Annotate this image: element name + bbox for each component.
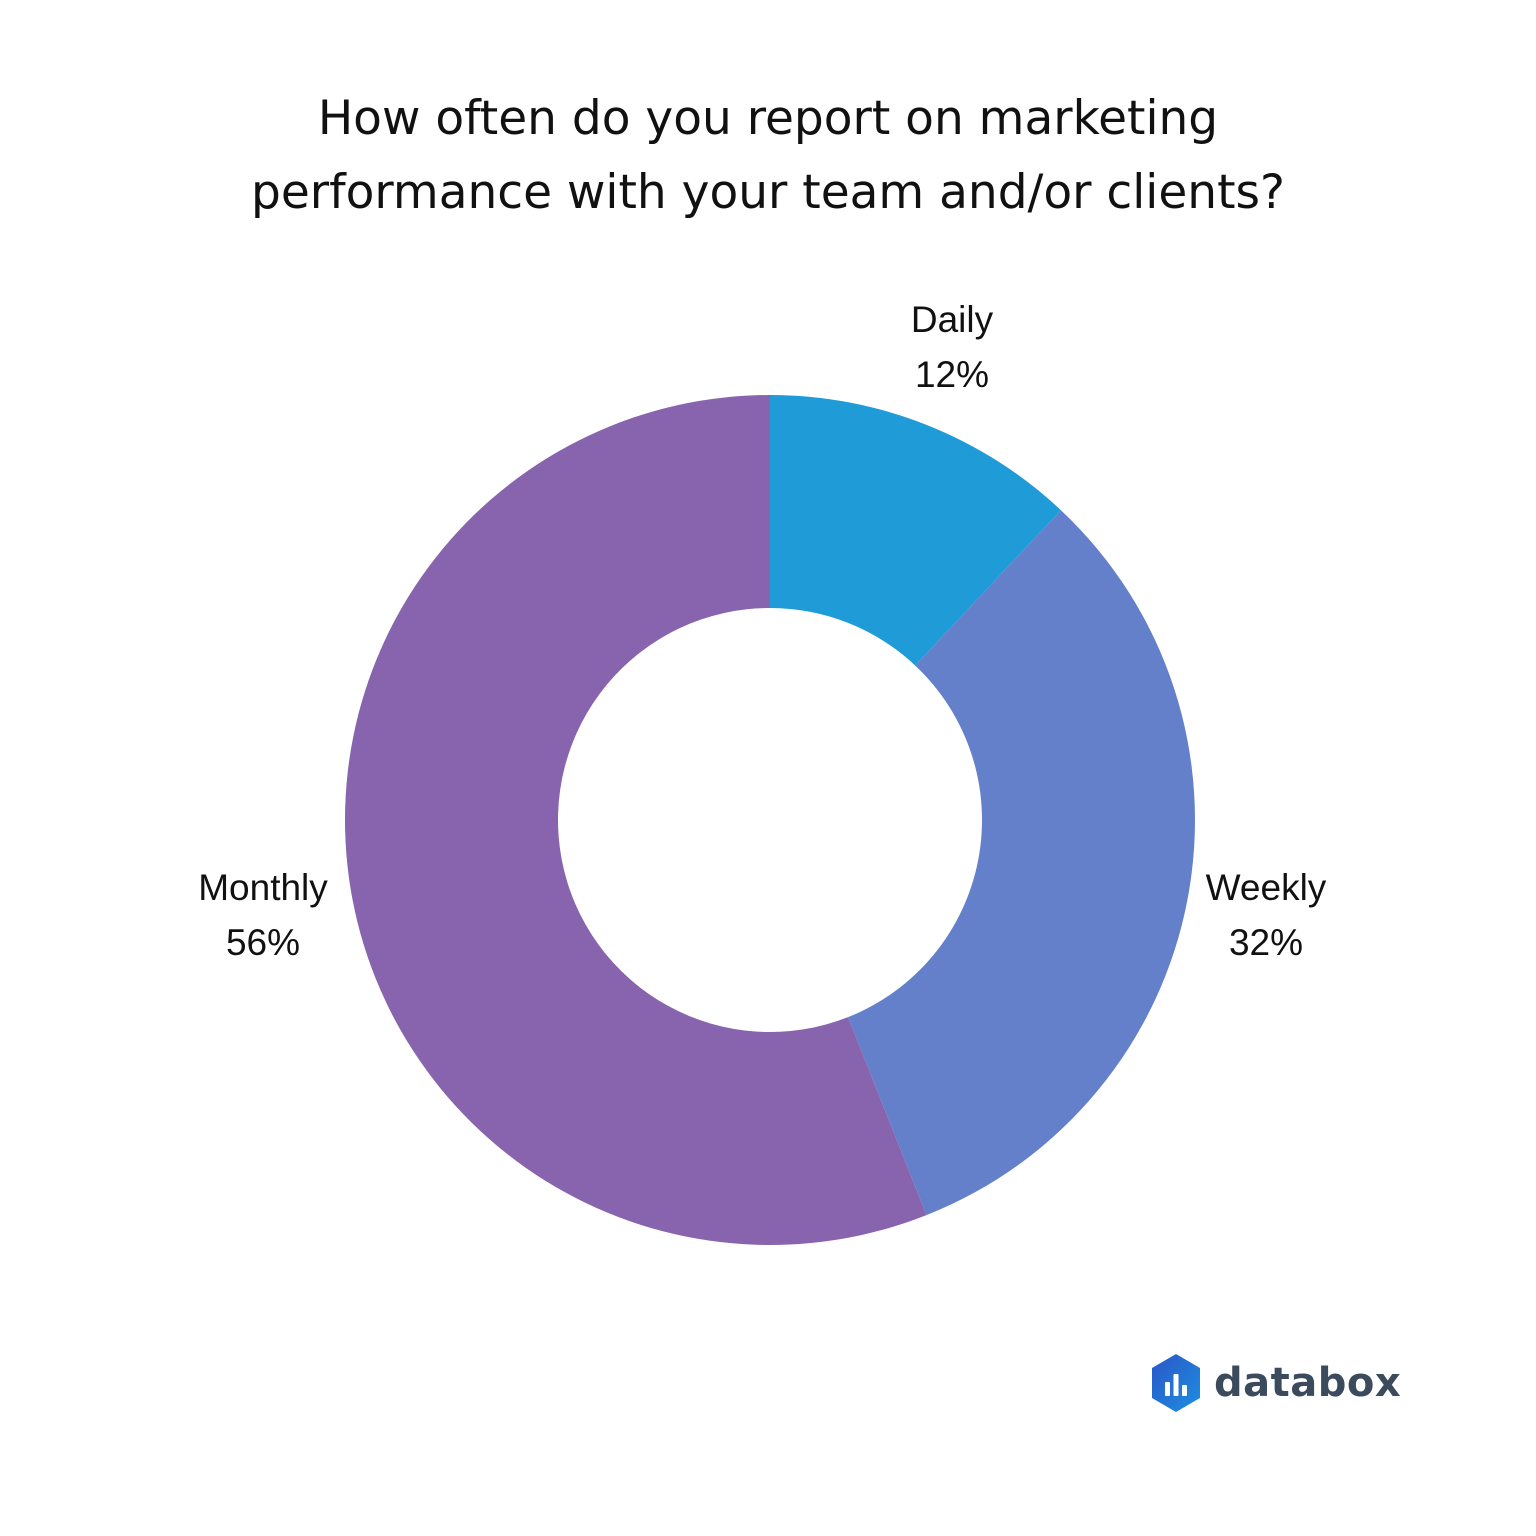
slice-monthly [345, 395, 927, 1245]
slice-label-monthly: Monthly [198, 867, 328, 908]
chart-title: How often do you report on marketing per… [0, 82, 1536, 230]
slice-value-label-monthly: 56% [226, 922, 300, 963]
slice-daily [770, 395, 1061, 666]
slice-weekly [848, 510, 1195, 1216]
slice-value-label-daily: 12% [915, 354, 989, 395]
chart-title-line-1: How often do you report on marketing [317, 91, 1219, 146]
slice-label-weekly: Weekly [1206, 867, 1327, 908]
slice-label-daily: Daily [911, 299, 994, 340]
brand-name: databox [1214, 1360, 1402, 1406]
brand-logo: databox [1148, 1352, 1401, 1414]
slice-labels: Daily 12% Weekly 32% Monthly 56% [198, 299, 1327, 963]
chart-title-line-2: performance with your team and/or client… [251, 165, 1285, 220]
databox-logo-icon [1152, 1354, 1200, 1412]
slice-value-label-weekly: 32% [1229, 922, 1303, 963]
donut-slices [345, 395, 1195, 1245]
